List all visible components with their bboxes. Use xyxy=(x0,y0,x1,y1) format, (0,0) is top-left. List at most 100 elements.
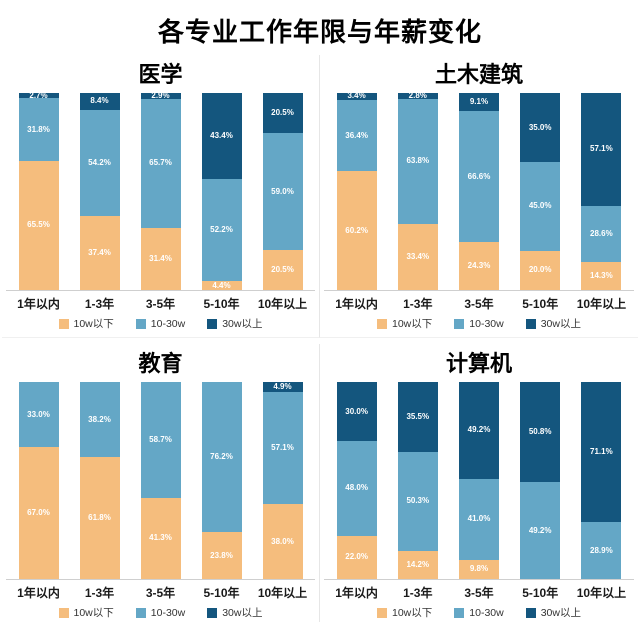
bar-segment: 43.4% xyxy=(201,93,242,179)
bar-segment: 52.2% xyxy=(201,178,242,282)
legend-label: 30w以上 xyxy=(222,607,263,619)
bar-segment: 22.0% xyxy=(336,535,377,579)
bar-segment: 33.0% xyxy=(18,382,59,448)
x-axis-label: 5-10年 xyxy=(522,297,559,311)
stacked-bar: 65.5% 31.8% 2.7% xyxy=(18,91,59,290)
bar-segment: 36.4% xyxy=(336,99,377,172)
segment-value-label: 76.2% xyxy=(210,452,233,462)
legend-swatch xyxy=(454,607,465,618)
bar-segment: 54.2% xyxy=(79,109,120,217)
x-axis-computer-science: 1年以内 1-3年 3-5年 5-10年 10年以上 xyxy=(324,580,634,603)
segment-value-label: 35.5% xyxy=(406,411,430,421)
segment-value-label: 22.0% xyxy=(345,552,368,562)
segment-value-label: 31.8% xyxy=(27,124,50,134)
bar-segment: 67.0% xyxy=(18,447,59,579)
x-axis-label: 3-5年 xyxy=(464,586,494,600)
legend-label: 10w以下 xyxy=(392,318,433,330)
plot-area-education: 67.0% 33.0% 61.8% 38.2% 41.3% 58.7% 23.8% 76.2%… xyxy=(6,382,315,580)
x-axis-label: 1年以内 xyxy=(17,586,60,600)
bar-segment: 35.5% xyxy=(397,382,438,452)
legend-swatch xyxy=(58,607,69,618)
bar-segment: 2.9% xyxy=(140,91,181,99)
legend-swatch xyxy=(135,607,146,618)
legend-label: 30w以上 xyxy=(222,318,263,330)
bar-segment: 76.2% xyxy=(201,382,242,533)
bar-segment: 4.4% xyxy=(201,281,242,290)
stacked-bar: 24.3% 66.6% 9.1% xyxy=(458,93,499,290)
legend-label: 10w以下 xyxy=(392,607,433,619)
segment-value-label: 4.9% xyxy=(273,381,292,391)
legend-swatch xyxy=(135,318,146,329)
stacked-bar: 4.4% 52.2% 43.4% xyxy=(201,93,242,290)
legend-swatch xyxy=(58,318,69,329)
x-axis-label: 1-3年 xyxy=(84,586,115,600)
bar-segment: 60.2% xyxy=(336,171,377,290)
chart-title-medicine: 医学 xyxy=(138,62,183,87)
bar-segment: 31.4% xyxy=(140,228,181,290)
bar-segment: 4.9% xyxy=(262,381,303,392)
bar-segment: 14.2% xyxy=(397,551,438,579)
legend-swatch xyxy=(377,607,387,618)
segment-value-label: 37.4% xyxy=(88,248,111,258)
legend-item: 10w以下 xyxy=(58,605,114,620)
segment-value-label: 2.8% xyxy=(408,90,427,100)
legend-item: 30w以上 xyxy=(207,605,262,620)
stacked-bar: 23.8% 76.2% xyxy=(201,382,242,579)
x-axis-label: 3-5年 xyxy=(145,586,176,600)
x-axis-medicine: 1年以内 1-3年 3-5年 5-10年 10年以上 xyxy=(6,291,315,314)
segment-value-label: 66.6% xyxy=(467,171,491,181)
bar-segment: 50.3% xyxy=(397,451,438,552)
stacked-bar: 60.2% 36.4% 3.4% xyxy=(336,91,377,290)
legend-item: 30w以上 xyxy=(525,316,581,331)
segment-value-label: 23.8% xyxy=(210,550,233,560)
segment-value-label: 31.4% xyxy=(149,254,172,264)
segment-value-label: 14.3% xyxy=(590,270,613,280)
legend-swatch xyxy=(207,318,218,329)
bar-segment: 50.8% xyxy=(520,382,561,483)
bar-segment: 45.0% xyxy=(520,161,561,251)
x-axis-label: 5-10年 xyxy=(203,586,240,600)
bar-segment: 61.8% xyxy=(79,457,120,579)
legend-computer-science: 10w以下 10-30w 30w以上 xyxy=(324,603,634,622)
chart-title-computer-science: 计算机 xyxy=(445,351,512,376)
stacked-bar: 14.2% 50.3% 35.5% xyxy=(397,382,438,579)
segment-value-label: 65.5% xyxy=(27,220,50,230)
legend-item: 10-30w xyxy=(454,607,504,619)
bar-segment: 65.5% xyxy=(18,160,59,290)
segment-value-label: 45.0% xyxy=(528,201,552,211)
segment-value-label: 54.2% xyxy=(88,157,111,167)
bar-segment: 57.1% xyxy=(581,93,622,206)
legend-item: 30w以上 xyxy=(525,605,581,620)
legend-swatch xyxy=(454,318,465,329)
x-axis-civil-engineering: 1年以内 1-3年 3-5年 5-10年 10年以上 xyxy=(324,291,634,314)
bar-segment: 33.4% xyxy=(397,224,438,290)
chart-medicine: 医学 65.5% 31.8% 2.7% 37.4% 54.2% 8.4% 31.4% 65.7… xyxy=(2,55,320,338)
bar-segment: 35.0% xyxy=(520,93,561,162)
legend-item: 10-30w xyxy=(135,607,185,619)
stacked-bar: 20.5% 59.0% 20.5% xyxy=(262,93,303,290)
x-axis-label: 3-5年 xyxy=(464,297,494,311)
charts-grid: 医学 65.5% 31.8% 2.7% 37.4% 54.2% 8.4% 31.4% 65.7… xyxy=(0,55,640,622)
segment-value-label: 9.1% xyxy=(469,96,489,106)
bar-segment: 20.0% xyxy=(520,250,561,290)
legend-swatch xyxy=(525,318,536,329)
segment-value-label: 61.8% xyxy=(88,513,111,523)
segment-value-label: 49.2% xyxy=(467,425,491,435)
legend-label: 10w以下 xyxy=(73,607,114,619)
x-axis-label: 10年以上 xyxy=(257,586,308,600)
bar-segment: 23.8% xyxy=(201,532,242,579)
legend-item: 30w以上 xyxy=(207,316,262,331)
legend-label: 10-30w xyxy=(150,317,186,330)
x-axis-label: 10年以上 xyxy=(257,297,308,311)
segment-value-label: 59.0% xyxy=(271,186,294,196)
plot-area-medicine: 65.5% 31.8% 2.7% 37.4% 54.2% 8.4% 31.4% 65.7% 2.… xyxy=(6,91,315,291)
segment-value-label: 35.0% xyxy=(528,122,552,132)
legend-medicine: 10w以下 10-30w 30w以上 xyxy=(6,314,315,333)
segment-value-label: 3.4% xyxy=(347,91,366,101)
bar-segment: 31.8% xyxy=(18,98,59,161)
bar-segment: 20.5% xyxy=(262,93,303,134)
plot-area-computer-science: 22.0% 48.0% 30.0% 14.2% 50.3% 35.5% 9.8% 41.0% 4… xyxy=(324,382,634,580)
x-axis-label: 10年以上 xyxy=(576,586,627,600)
stacked-bar: 28.9% 71.1% xyxy=(581,382,622,579)
chart-civil-engineering: 土木建筑 60.2% 36.4% 3.4% 33.4% 63.8% 2.8% 24.3% 66… xyxy=(320,55,638,338)
